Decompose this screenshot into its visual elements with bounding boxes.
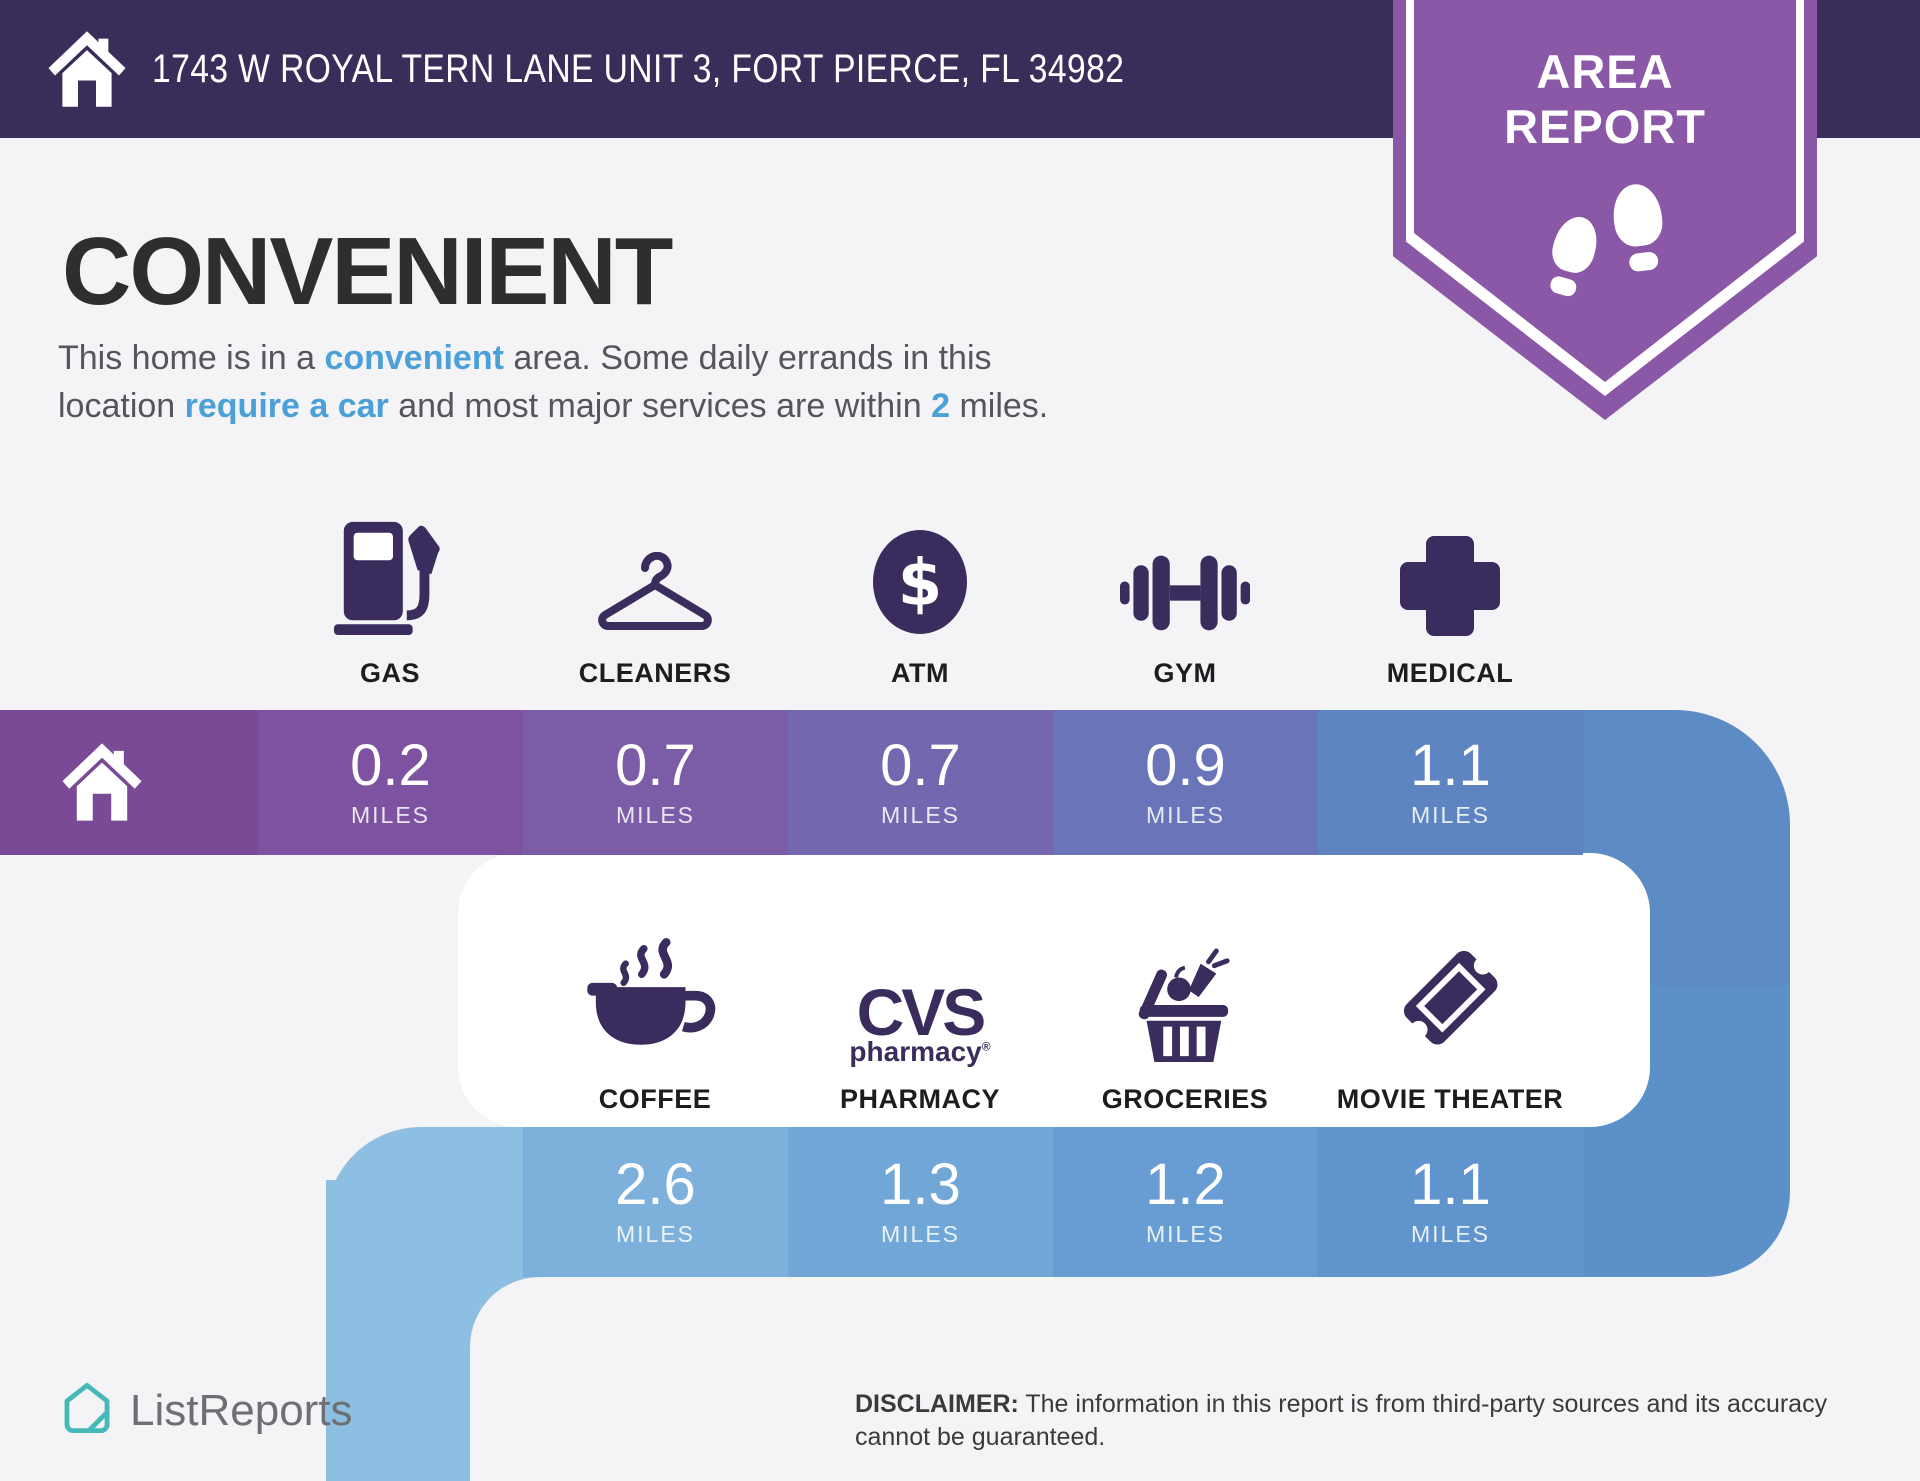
badge-title-line1: AREA <box>1536 45 1674 98</box>
coffee-icon <box>515 926 795 1064</box>
distance-segment-gas: 0.2 MILES <box>258 710 523 855</box>
amenity-label: PHARMACY <box>839 1084 1000 1114</box>
amenity-label: MOVIE THEATER <box>1336 1084 1564 1114</box>
listreports-wordmark: ListReports <box>130 1385 353 1435</box>
distance-segment-atm: 0.7 MILES <box>788 710 1053 855</box>
distance-value: 1.1 <box>1410 1152 1491 1217</box>
badge-title: AREA REPORT <box>1393 44 1817 154</box>
home-icon <box>46 26 128 112</box>
distance-value: 2.6 <box>615 1152 696 1217</box>
amenity-atm: $ ATM <box>780 516 1060 689</box>
distance-segment-gym: 0.9 MILES <box>1053 710 1318 855</box>
amenity-label: GYM <box>1153 658 1217 688</box>
distance-unit: MILES <box>880 801 961 828</box>
distance-segment-coffee: 2.6 MILES <box>523 1127 788 1277</box>
home-icon <box>60 740 144 829</box>
amenity-coffee: COFFEE <box>515 926 795 1115</box>
area-report-badge: AREA REPORT <box>1393 0 1817 420</box>
amenity-groceries: GROCERIES <box>1045 926 1325 1115</box>
groceries-icon <box>1045 926 1325 1064</box>
distance-value: 1.2 <box>1145 1152 1226 1217</box>
distance-segment-groceries: 1.2 MILES <box>1053 1127 1318 1277</box>
amenity-gas: GAS <box>250 516 530 689</box>
cleaners-icon <box>515 516 795 638</box>
gas-icon <box>250 516 530 638</box>
listreports-logo: ListReports <box>60 1380 353 1441</box>
distance-value: 0.9 <box>1145 732 1226 798</box>
amenity-label: CLEANERS <box>578 658 732 688</box>
cvs-pharmacy-logo: CVS pharmacy® <box>849 975 991 1068</box>
distance-unit: MILES <box>1410 801 1491 828</box>
distance-unit: MILES <box>1410 1221 1491 1247</box>
cvs-icon: CVS pharmacy® <box>780 926 1060 1068</box>
distance-unit: MILES <box>350 801 431 828</box>
page-title: CONVENIENT <box>62 218 673 325</box>
description-text: and most major services are within <box>388 387 932 425</box>
description-text: area. Some daily errands in this locatio… <box>58 339 992 425</box>
registered-mark: ® <box>981 1039 991 1054</box>
amenity-medical: MEDICAL <box>1310 516 1590 689</box>
amenity-pharmacy: CVS pharmacy® PHARMACY <box>780 926 1060 1115</box>
ribbon-left-column <box>326 1180 470 1481</box>
distance-value: 1.1 <box>1410 732 1491 798</box>
distance-value: 1.3 <box>880 1152 961 1217</box>
amenity-label: ATM <box>891 658 949 688</box>
description-text: miles. <box>950 387 1049 425</box>
cvs-logo-text: CVS <box>856 975 987 1050</box>
badge-title-line2: REPORT <box>1504 100 1706 153</box>
amenity-gym: GYM <box>1045 516 1325 689</box>
distance-unit: MILES <box>1145 1221 1226 1247</box>
distance-unit: MILES <box>1145 801 1226 828</box>
distance-unit: MILES <box>615 1221 696 1247</box>
distance-segment-medical: 1.1 MILES <box>1318 710 1583 855</box>
home-segment <box>0 710 258 855</box>
medical-icon <box>1310 516 1590 638</box>
cvs-pharmacy-text: pharmacy® <box>849 1036 991 1068</box>
listreports-icon <box>60 1380 114 1441</box>
highlighted-text: 2 <box>931 387 950 425</box>
distance-value: 0.7 <box>615 732 696 798</box>
description-text: This home is in a <box>58 339 325 377</box>
disclaimer-label: DISCLAIMER: <box>855 1390 1019 1418</box>
footprints-icon <box>1393 180 1817 330</box>
distance-segment-movie-theater: 1.1 MILES <box>1318 1127 1583 1277</box>
highlighted-text: require a car <box>184 387 389 425</box>
atm-icon: $ <box>780 516 1060 638</box>
amenity-label: MEDICAL <box>1386 658 1514 688</box>
distance-segment-cleaners: 0.7 MILES <box>523 710 788 855</box>
amenity-movie-theater: MOVIE THEATER <box>1310 926 1590 1115</box>
distance-unit: MILES <box>615 801 696 828</box>
area-description: This home is in a convenient area. Some … <box>58 334 1063 430</box>
property-address: 1743 W ROYAL TERN LANE UNIT 3, FORT PIER… <box>152 46 1125 91</box>
amenity-cleaners: CLEANERS <box>515 516 795 689</box>
ticket-icon <box>1310 926 1590 1064</box>
right-footprint-icon <box>1609 181 1668 273</box>
amenity-label: COFFEE <box>598 1084 712 1114</box>
svg-text:$: $ <box>898 547 943 621</box>
distance-value: 0.2 <box>350 732 431 798</box>
distance-segment-pharmacy: 1.3 MILES <box>788 1127 1053 1277</box>
gym-icon <box>1045 516 1325 638</box>
amenity-label: GAS <box>359 658 420 688</box>
highlighted-text: convenient <box>324 339 504 377</box>
amenity-label: GROCERIES <box>1101 1084 1269 1114</box>
ribbon-inner-corner-mask <box>470 1277 600 1407</box>
distance-value: 0.7 <box>880 732 961 798</box>
distance-unit: MILES <box>880 1221 961 1247</box>
left-footprint-icon <box>1541 211 1604 300</box>
disclaimer-text: DISCLAIMER: The information in this repo… <box>855 1390 1828 1451</box>
